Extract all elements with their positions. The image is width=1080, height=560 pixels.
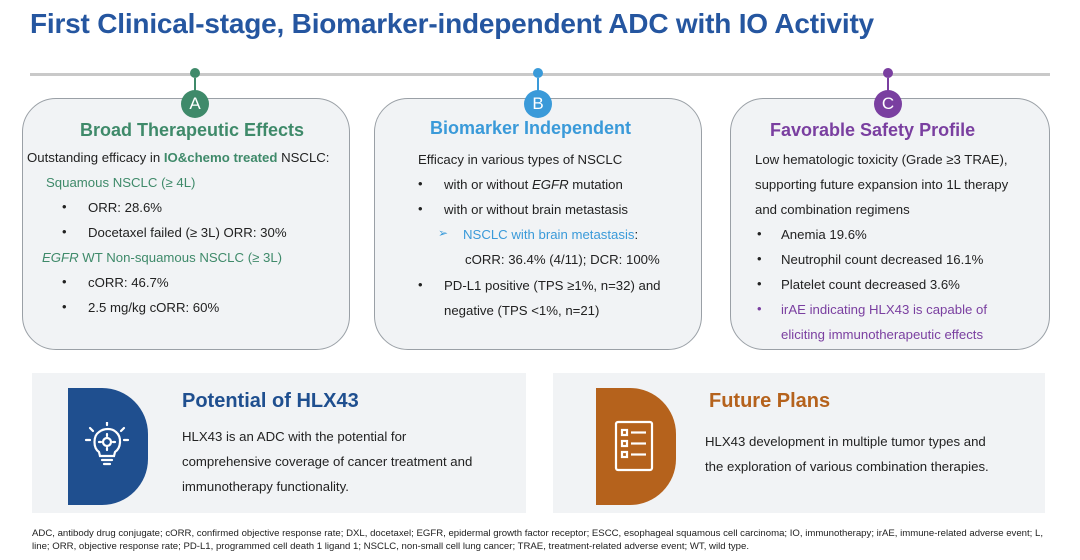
future-tab <box>596 388 676 505</box>
checklist-document-icon <box>614 420 654 472</box>
bullet: • <box>757 276 762 291</box>
badge-c: C <box>874 90 902 118</box>
bullet: • <box>757 251 762 266</box>
card-broad-therapeutic-effects <box>22 98 350 350</box>
card-a-item: Docetaxel failed (≥ 3L) ORR: 30% <box>88 225 287 240</box>
card-b-item: with or without brain metastasis <box>444 202 628 217</box>
card-c-intro: and combination regimens <box>755 202 910 217</box>
timeline-dot-c <box>883 68 893 78</box>
timeline-stem-c <box>887 78 889 92</box>
bullet: • <box>757 301 762 316</box>
card-c-intro: Low hematologic toxicity (Grade ≥3 TRAE)… <box>755 152 1008 167</box>
card-a-item: 2.5 mg/kg cORR: 60% <box>88 300 220 315</box>
bullet: • <box>757 226 762 241</box>
card-c-item: Neutrophil count decreased 16.1% <box>781 252 984 267</box>
card-a-subheading-squamous: Squamous NSCLC (≥ 4L) <box>46 175 196 190</box>
card-a-subheading-nonsquamous: EGFR WT Non-squamous NSCLC (≥ 3L) <box>42 250 283 265</box>
timeline-dot-a <box>190 68 200 78</box>
footnote-abbreviations: ADC, antibody drug conjugate; cORR, conf… <box>32 528 1044 552</box>
card-c-item: Platelet count decreased 3.6% <box>781 277 960 292</box>
potential-text: HLX43 is an ADC with the potential for <box>182 429 407 444</box>
card-a-item: ORR: 28.6% <box>88 200 163 215</box>
card-favorable-safety-profile <box>730 98 1050 350</box>
potential-tab <box>68 388 148 505</box>
card-c-irae-cont: eliciting immunotherapeutic effects <box>781 327 984 342</box>
future-text: the exploration of various combination t… <box>705 459 989 474</box>
bullet: • <box>418 201 423 216</box>
lightbulb-gear-icon <box>84 422 130 466</box>
potential-text: immunotherapy functionality. <box>182 479 349 494</box>
bullet: • <box>418 277 423 292</box>
card-b-item: PD-L1 positive (TPS ≥1%, n=32) and <box>444 278 661 293</box>
card-c-irae: irAE indicating HLX43 is capable of <box>781 302 987 317</box>
future-text: HLX43 development in multiple tumor type… <box>705 434 986 449</box>
card-b-arrow-value: cORR: 36.4% (4/11); DCR: 100% <box>465 252 660 267</box>
bullet: • <box>62 274 67 289</box>
potential-text: comprehensive coverage of cancer treatme… <box>182 454 473 469</box>
bullet: • <box>62 199 67 214</box>
card-biomarker-independent <box>374 98 702 350</box>
bullet: • <box>418 176 423 191</box>
timeline-dot-b <box>533 68 543 78</box>
card-a-intro: Outstanding efficacy in IO&chemo treated… <box>27 150 330 165</box>
card-c-item: Anemia 19.6% <box>781 227 867 242</box>
badge-a: A <box>181 90 209 118</box>
bullet: • <box>62 224 67 239</box>
card-b-item: with or without EGFR mutation <box>444 177 623 192</box>
card-c-title: Favorable Safety Profile <box>770 120 976 140</box>
arrow-bullet-icon: ➢ <box>438 226 449 240</box>
future-title: Future Plans <box>709 390 831 412</box>
card-c-intro: supporting future expansion into 1L ther… <box>755 177 1009 192</box>
page-title: First Clinical-stage, Biomarker-independ… <box>30 8 874 39</box>
card-b-intro: Efficacy in various types of NSCLC <box>418 152 623 167</box>
card-b-arrow-item: NSCLC with brain metastasis: <box>463 227 639 242</box>
potential-title: Potential of HLX43 <box>182 390 359 412</box>
timeline-stem-a <box>194 78 196 92</box>
card-b-item-cont: negative (TPS <1%, n=21) <box>444 303 600 318</box>
card-b-title: Biomarker Independent <box>430 118 632 138</box>
bullet: • <box>62 299 67 314</box>
timeline-stem-b <box>537 78 539 92</box>
badge-b: B <box>524 90 552 118</box>
card-a-item: cORR: 46.7% <box>88 275 169 290</box>
card-a-title: Broad Therapeutic Effects <box>80 120 305 140</box>
